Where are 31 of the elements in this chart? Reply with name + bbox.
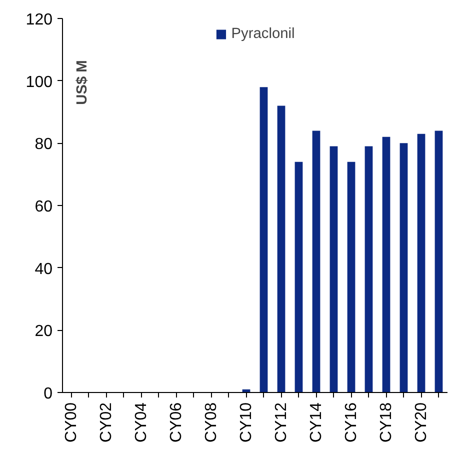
legend-label: Pyraclonil bbox=[231, 26, 295, 42]
y-tick-label: 20 bbox=[34, 323, 53, 340]
x-tick-label: CY08 bbox=[202, 402, 220, 443]
x-tick-label: CY10 bbox=[238, 402, 255, 443]
bar bbox=[277, 106, 286, 392]
x-tick-label: CY02 bbox=[98, 402, 115, 443]
y-tick-label: 0 bbox=[44, 386, 53, 402]
bar bbox=[294, 162, 303, 392]
x-tick-label: CY14 bbox=[308, 402, 325, 443]
bar bbox=[347, 162, 356, 392]
y-tick-label: 120 bbox=[26, 12, 53, 28]
bar bbox=[382, 136, 390, 392]
y-tick-label: 60 bbox=[34, 198, 53, 216]
x-tick-label: CY20 bbox=[412, 402, 430, 443]
y-axis-title: US$ M bbox=[74, 60, 90, 105]
bar bbox=[434, 130, 443, 392]
y-tick-label: 80 bbox=[34, 136, 53, 154]
x-tick-label: CY04 bbox=[132, 402, 150, 443]
x-tick-label: CY06 bbox=[168, 402, 185, 443]
bar bbox=[260, 87, 268, 392]
x-tick-label: CY12 bbox=[272, 402, 290, 443]
y-tick-label: 100 bbox=[26, 74, 53, 91]
bar bbox=[417, 134, 426, 392]
bar bbox=[312, 130, 320, 392]
x-tick-label: CY16 bbox=[342, 402, 360, 443]
bar bbox=[364, 146, 373, 392]
y-tick-label: 40 bbox=[34, 260, 53, 278]
bar bbox=[330, 146, 338, 392]
x-tick-label: CY00 bbox=[62, 402, 80, 443]
x-tick-label: CY18 bbox=[378, 402, 395, 443]
bar bbox=[400, 143, 408, 392]
